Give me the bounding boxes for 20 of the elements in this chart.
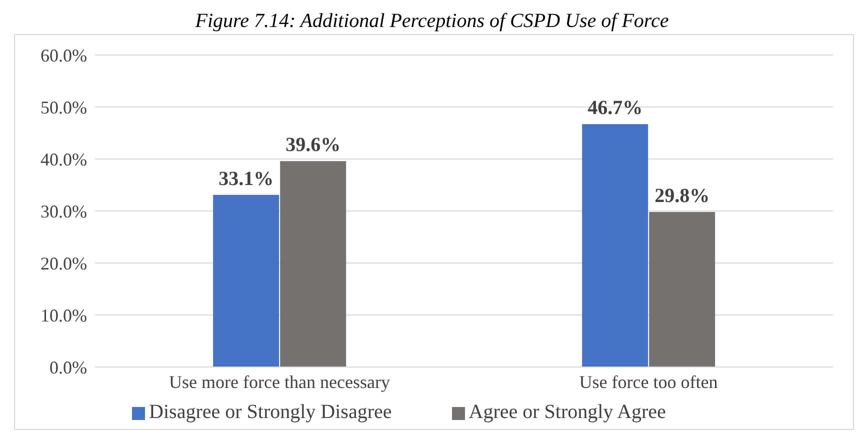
y-tick-label: 50.0% — [40, 97, 87, 118]
legend-label: Agree or Strongly Agree — [468, 401, 666, 423]
text: 46.7% — [588, 97, 643, 120]
bar — [649, 212, 716, 367]
bar — [582, 124, 648, 367]
y-tick-label: 60.0% — [40, 45, 87, 66]
text: 33.1% — [218, 168, 274, 190]
y-tick-label: 10.0% — [40, 305, 87, 326]
bar — [280, 161, 346, 367]
y-tick-label: 30.0% — [40, 201, 87, 222]
x-tick-label: Use force too often — [579, 372, 718, 392]
text: 29.8% — [654, 185, 710, 208]
y-tick-label: 0.0% — [50, 357, 87, 378]
text: 39.6% — [286, 134, 341, 156]
y-tick-label: 40.0% — [40, 149, 87, 170]
chart-title: Figure 7.14: Additional Perceptions of CSPD Use of Force — [194, 9, 670, 34]
x-tick-label: Use more force than necessary — [169, 372, 390, 392]
y-tick-label: 20.0% — [40, 253, 87, 274]
bar — [213, 194, 280, 367]
legend-label: Disagree or Strongly Disagree — [149, 401, 392, 423]
